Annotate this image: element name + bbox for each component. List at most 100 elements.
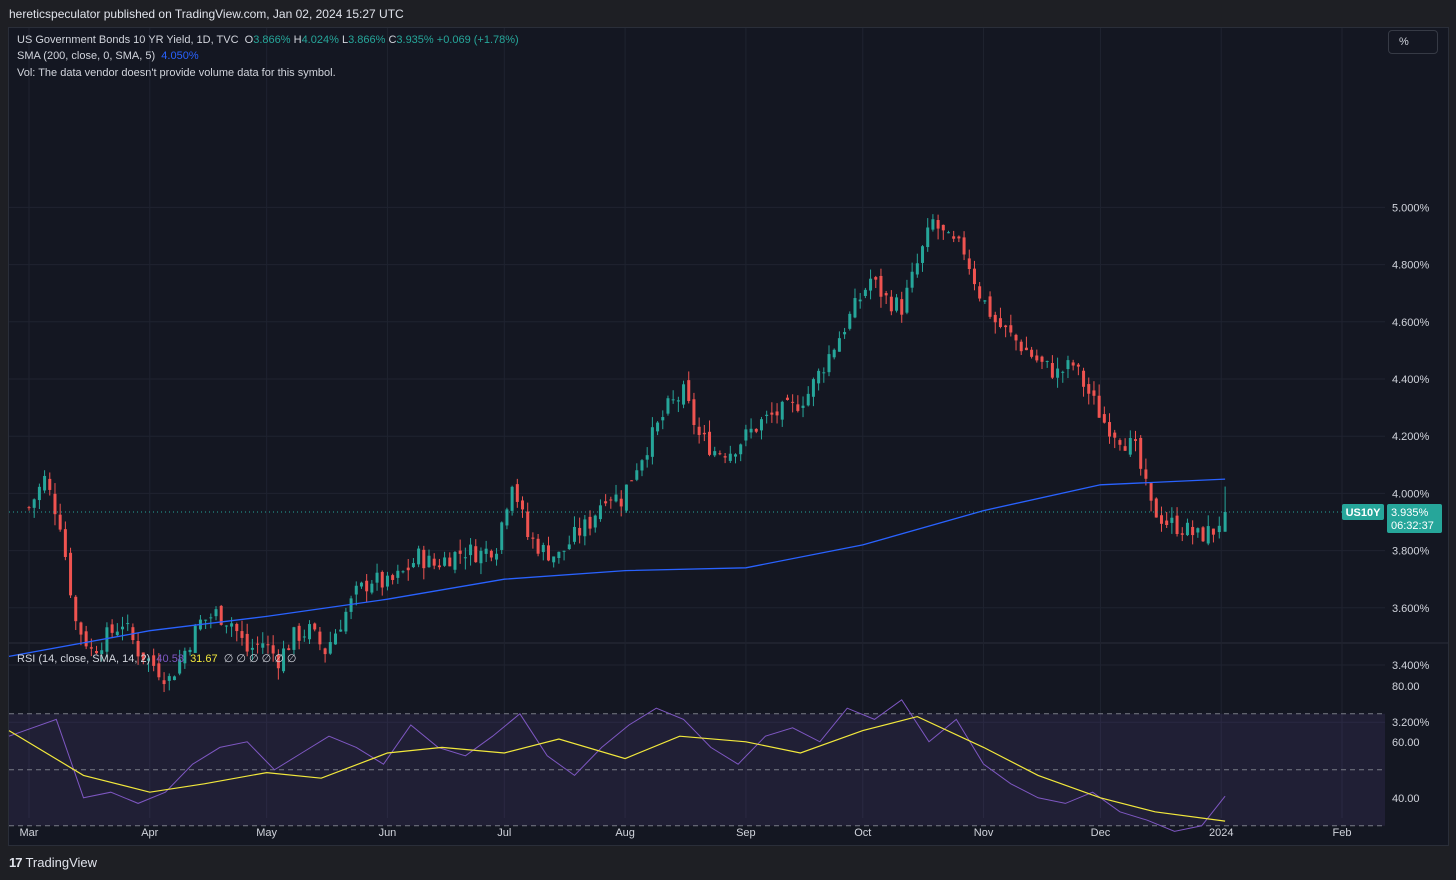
candle-body (69, 552, 73, 596)
candle-body (458, 550, 462, 554)
candle-body (770, 412, 774, 415)
candle-body (889, 296, 893, 312)
candle-body (276, 654, 280, 669)
candle-body (931, 219, 935, 230)
candle-body (650, 427, 654, 457)
legend-change: +0.069 (+1.78%) (436, 34, 519, 46)
candle-body (411, 563, 415, 568)
candle-body (1092, 390, 1096, 396)
candle-body (723, 456, 727, 458)
candle-body (697, 426, 701, 435)
candle-body (1071, 362, 1075, 366)
candle-body (946, 232, 950, 234)
legend-rsi-label: RSI (14, close, SMA, 14, 2) (17, 653, 151, 665)
candle-body (1061, 371, 1065, 373)
candle-body (484, 548, 488, 554)
candle-body (1144, 469, 1148, 479)
price-badge-value: 3.935% (1391, 507, 1429, 519)
symbol-badge (1342, 503, 1384, 520)
candle-body (791, 401, 795, 403)
candle-body (95, 651, 99, 654)
price-axis-label: 3.400% (1392, 660, 1430, 672)
candle-body (910, 271, 914, 288)
candle-body (318, 631, 322, 645)
time-axis-label: Nov (974, 827, 994, 839)
candle-body (193, 625, 197, 654)
percent-scale-button[interactable]: % (1388, 30, 1438, 54)
candle-body (676, 400, 680, 402)
candle-body (1217, 525, 1221, 533)
candle-body (900, 299, 904, 315)
candle-body (1139, 437, 1143, 469)
publish-text: hereticspeculator published on TradingVi… (9, 7, 404, 21)
time-axis-label: Sep (736, 827, 756, 839)
candle-body (250, 647, 254, 650)
candle-body (183, 650, 187, 664)
candle-body (1102, 414, 1106, 423)
candle-body (962, 237, 966, 255)
candle-body (775, 411, 779, 416)
candle-body (110, 624, 114, 633)
candle-body (230, 623, 234, 627)
candle-body (79, 622, 83, 635)
candle-body (572, 526, 576, 542)
candle-body (1030, 349, 1034, 357)
legend-rsi-sma-value: 31.67 (190, 653, 218, 665)
candle-body (1211, 528, 1215, 535)
candle-body (728, 453, 732, 461)
candle-body (152, 655, 156, 666)
candle-body (422, 549, 426, 569)
candle-body (1087, 384, 1091, 394)
candle-body (630, 480, 634, 482)
candle-body (136, 640, 140, 657)
candle-body (863, 289, 867, 296)
candle-body (843, 332, 847, 335)
time-axis-label: Apr (141, 827, 158, 839)
symbol-badge-label: US10Y (1346, 507, 1382, 519)
candle-body (515, 484, 519, 502)
candle-body (63, 529, 67, 557)
candle-body (1180, 533, 1184, 535)
price-badge-countdown: 06:32:37 (1391, 520, 1434, 532)
candle-body (417, 548, 421, 565)
candle-body (1196, 528, 1200, 533)
candle-body (521, 500, 525, 510)
rsi-line (8, 699, 1226, 832)
candle-body (32, 499, 36, 508)
legend-sma-label: SMA (200, close, 0, SMA, 5) (17, 50, 156, 62)
footer-logo[interactable]: 17 TradingView (9, 855, 97, 870)
candle-body (27, 507, 31, 509)
price-axis-label: 4.000% (1392, 488, 1430, 500)
candle-body (1045, 360, 1049, 362)
tradingview-logo-icon: 17 (9, 855, 23, 870)
candle-body (349, 598, 353, 612)
candle-body (926, 227, 930, 248)
candle-body (640, 460, 644, 471)
candle-body (328, 642, 332, 654)
candle-body (333, 633, 337, 645)
candle-body (489, 550, 493, 558)
candle-body (739, 444, 743, 455)
rsi-axis-label: 80.00 (1392, 681, 1420, 693)
candle-body (682, 384, 686, 405)
candle-body (1097, 395, 1101, 418)
time-axis-label: Oct (854, 827, 871, 839)
candle-body (1191, 526, 1195, 536)
candle-body (583, 519, 587, 537)
candle-body (983, 300, 987, 302)
candle-body (656, 422, 660, 432)
candle-body (167, 676, 171, 681)
candle-body (796, 404, 800, 411)
candle-body (219, 605, 223, 625)
candle-body (536, 538, 540, 554)
candle-body (266, 644, 270, 646)
candle-body (401, 571, 405, 573)
candle-body (1108, 422, 1112, 437)
candle-body (1019, 341, 1023, 352)
candle-body (323, 648, 327, 655)
legend-vol-text: Vol: The data vendor doesn't provide vol… (17, 67, 336, 79)
candle-body (993, 314, 997, 323)
candle-body (552, 556, 556, 563)
candle-body (432, 558, 436, 566)
